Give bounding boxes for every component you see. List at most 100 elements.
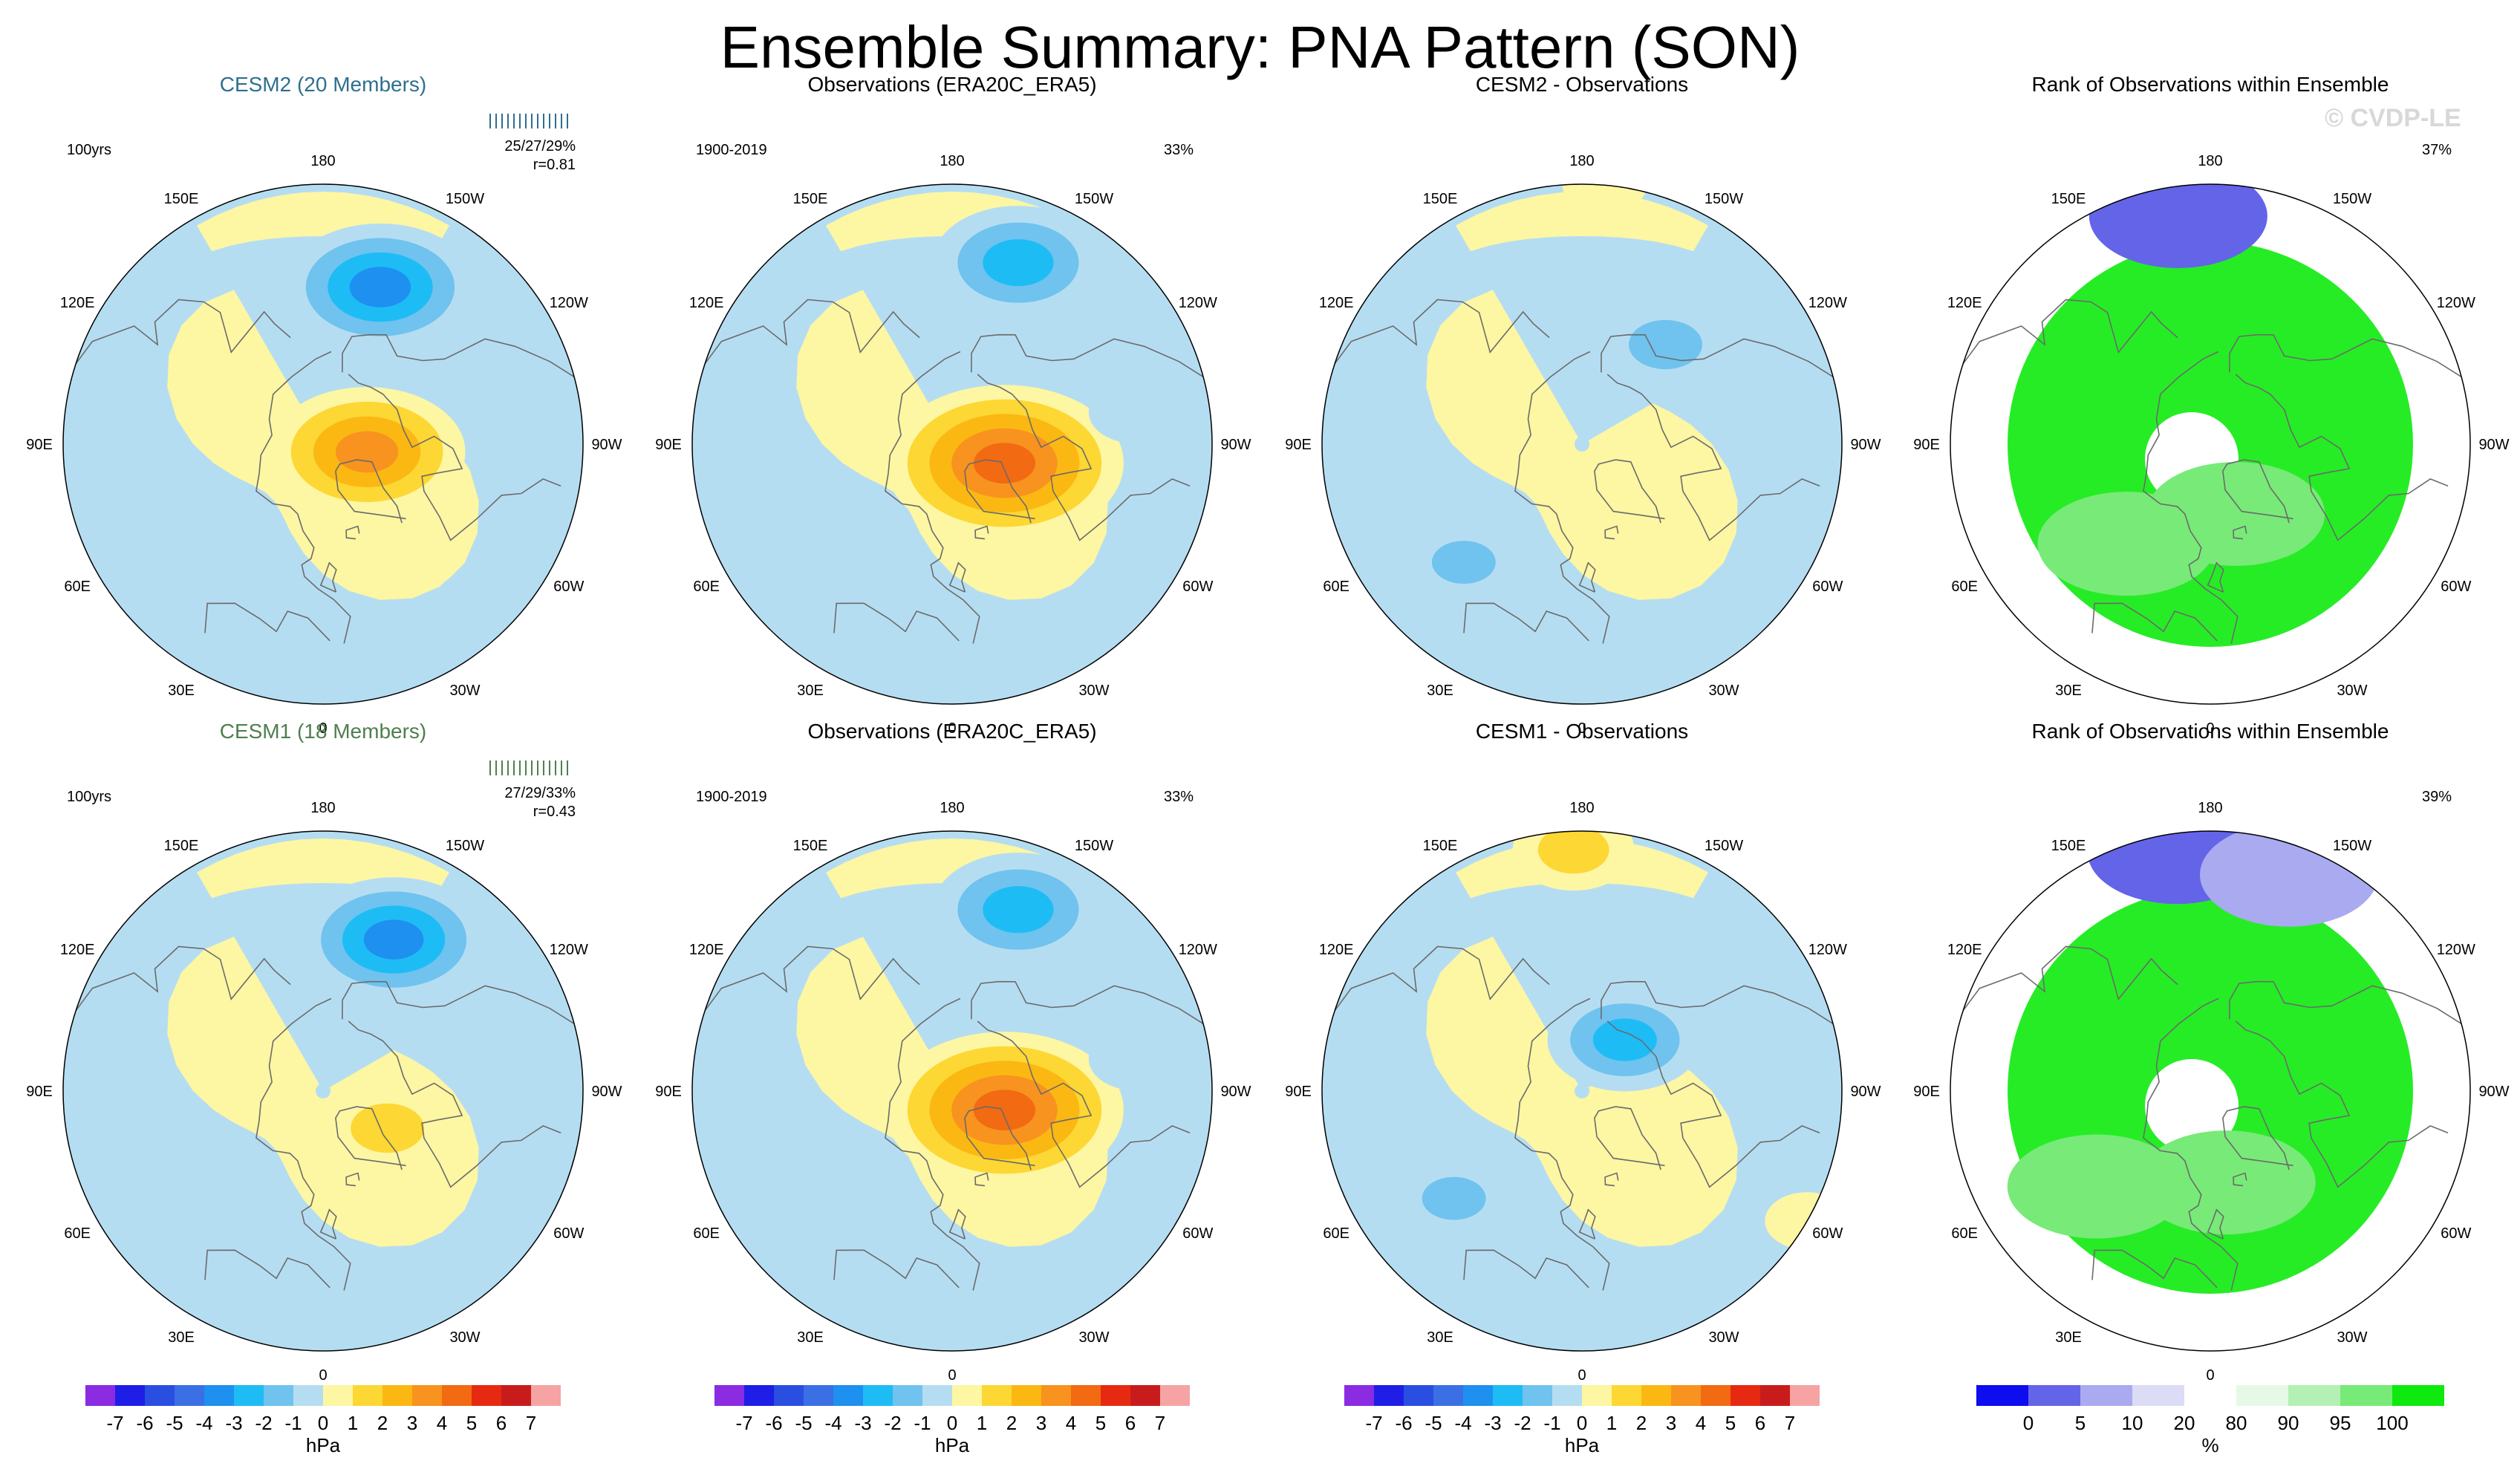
colorbar-tick: 0: [1577, 1412, 1587, 1434]
lon-tick-label: 0: [948, 1367, 956, 1384]
lon-tick-label: 90W: [1220, 1084, 1251, 1100]
colorbar-tick: 3: [407, 1412, 417, 1434]
period-label: 1900-2019: [696, 789, 767, 805]
contour-level: [1592, 1018, 1657, 1061]
coastline: [948, 561, 966, 593]
lon-tick-label: 90W: [2478, 437, 2509, 453]
colorbar-swatch: [204, 1385, 234, 1406]
colorbar-swatch: [714, 1385, 744, 1406]
period-label: 100yrs: [67, 142, 111, 158]
colorbar-tick: 2: [1006, 1412, 1017, 1434]
coastline: [977, 1020, 1191, 1188]
lon-tick-label: 150W: [1705, 838, 1743, 854]
coastline: [1604, 1172, 1619, 1187]
coastline: [1962, 945, 2178, 1012]
lon-tick-label: 30E: [168, 683, 195, 699]
lon-tick-label: 60W: [553, 579, 584, 595]
pattern-variance-pct: 39%: [2422, 789, 2452, 805]
colorbar-swatch: [501, 1385, 531, 1406]
lon-tick-label: 150W: [446, 191, 484, 207]
colorbar-tick: -5: [166, 1412, 183, 1434]
lon-tick-label: 60W: [1182, 1225, 1213, 1242]
colorbar-tick: -3: [1484, 1412, 1501, 1434]
lon-tick-label: 60W: [553, 1225, 584, 1242]
colorbar-swatch: [1101, 1385, 1130, 1406]
colorbar-tick: -3: [854, 1412, 871, 1434]
lon-tick-label: 90E: [1285, 437, 1312, 453]
coastline: [1578, 561, 1596, 593]
pattern-corr: r=0.43: [533, 804, 576, 820]
coastline: [704, 299, 920, 365]
lon-tick-label: 30E: [2055, 683, 2082, 699]
lon-tick-label: 30W: [2337, 683, 2367, 699]
lon-tick-label: 180: [2198, 800, 2222, 816]
member-spread-ticks: [489, 114, 568, 128]
colorbar-swatch: [412, 1385, 442, 1406]
lon-tick-label: 0: [319, 1367, 327, 1384]
colorbar-swatch: [1404, 1385, 1433, 1406]
map-border: [691, 183, 1213, 705]
colorbar-tick: 1: [977, 1412, 987, 1434]
contour-level: [782, 589, 876, 652]
lon-tick-label: 90W: [591, 1084, 622, 1100]
coastline: [342, 980, 575, 1025]
coastline: [964, 459, 1035, 524]
lon-tick-label: 30E: [1427, 683, 1453, 699]
map-field: [692, 831, 1212, 1351]
colorbar-tick: 95: [2330, 1412, 2351, 1434]
panel-diff-r2: 180 150E 120E 90E 60E 30E 0 30W 60W 90W 120W 150W CE…: [1285, 720, 1881, 1384]
lon-tick-label: 30W: [1708, 1329, 1739, 1346]
coastline: [2233, 525, 2247, 540]
lon-tick-label: 60E: [1323, 1225, 1349, 1242]
colorbar-swatch: [1731, 1385, 1760, 1406]
map-background: [1322, 831, 1842, 1351]
contour-level: [175, 1236, 267, 1300]
colorbar-tick: 2: [1636, 1412, 1647, 1434]
lon-tick-label: 90E: [1913, 1084, 1940, 1100]
contour-level: [1422, 1176, 1486, 1220]
colorbar-swatch: [1071, 1385, 1101, 1406]
contour-level: [351, 1103, 425, 1153]
lon-tick-label: 90W: [2478, 1084, 2509, 1100]
contour-level: [983, 239, 1054, 287]
colorbar-tick: -7: [735, 1412, 752, 1434]
map-border: [691, 830, 1213, 1352]
colorbar-swatch: [1433, 1385, 1463, 1406]
colorbar-swatch: [1701, 1385, 1731, 1406]
lon-tick-label: 60E: [1323, 579, 1349, 595]
colorbar-tick: -7: [106, 1412, 123, 1434]
lon-tick-label: 180: [940, 153, 964, 169]
colorbar-swatch: [1976, 1385, 2028, 1406]
colorbar-tick: -3: [225, 1412, 242, 1434]
coastline: [974, 525, 989, 540]
colorbar-tick: 100: [2376, 1412, 2408, 1434]
lon-tick-label: 150E: [1423, 191, 1458, 207]
lon-tick-label: 120E: [1947, 295, 1982, 311]
map-field: [1322, 184, 1842, 704]
hpa-colorbar: -7 -6 -5 -4 -3 -2 -1 0 1 2 3 4 5 6 7 hPa: [714, 1385, 1190, 1456]
lon-tick-label: 150E: [164, 838, 199, 854]
lon-tick-label: 30W: [449, 683, 480, 699]
contour-level: [363, 919, 424, 960]
contour-level: [335, 431, 399, 473]
map-border: [62, 830, 584, 1352]
coastline: [75, 299, 291, 365]
coastline: [2143, 351, 2239, 644]
panel-title: CESM2 (20 Members): [220, 73, 427, 96]
lon-tick-label: 30W: [449, 1329, 480, 1346]
lon-tick-label: 180: [310, 153, 335, 169]
coastline: [1601, 980, 1834, 1025]
lon-tick-label: 0: [1578, 1367, 1586, 1384]
coastline: [1334, 945, 1550, 1012]
lon-tick-label: 30E: [1427, 1329, 1453, 1346]
colorbar-tick: -2: [1514, 1412, 1531, 1434]
coastline: [2235, 374, 2449, 541]
colorbar-unit: hPa: [1565, 1434, 1600, 1456]
lon-tick-label: 30W: [1708, 683, 1739, 699]
panel-title: CESM2 - Observations: [1476, 73, 1688, 96]
panel-rank-r1: 180 150E 120E 90E 60E 30E 0 30W 60W 90W 120W 150W Ra…: [1913, 73, 2509, 737]
lon-tick-label: 60E: [1951, 1225, 1978, 1242]
coastline: [2207, 1208, 2224, 1240]
lon-tick-label: 120W: [2437, 942, 2475, 958]
